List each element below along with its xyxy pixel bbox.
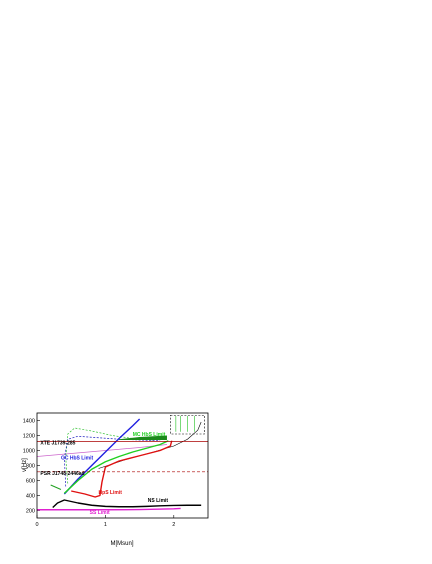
y-tick-label: 1000 xyxy=(23,449,35,455)
plot-frame xyxy=(36,412,209,519)
series-line xyxy=(63,418,141,495)
y-tick-label: 800 xyxy=(26,464,35,470)
annotation-label: PSR J1748-2446ad xyxy=(40,471,84,477)
series-label: HpS Limit xyxy=(99,490,123,496)
y-axis-label: ν[Hz] xyxy=(22,458,28,472)
extra-magenta-curve xyxy=(36,444,168,457)
green-filled-band xyxy=(119,435,167,440)
y-tick-label: 1200 xyxy=(23,434,35,440)
extra-green-segment xyxy=(50,484,62,490)
labels: NS Limit HpS Limit GC HbS Limit MC HbS Limi… xyxy=(40,432,168,516)
y-tick-label: 1400 xyxy=(23,419,35,425)
y-tick-label: 600 xyxy=(26,479,35,485)
y-tick-label: 400 xyxy=(26,494,35,500)
annotation-label: XTE J1739-285 xyxy=(40,441,75,447)
series-label: MC HbS Limit xyxy=(133,432,166,438)
y-tick-label: 200 xyxy=(26,509,35,515)
series-label: SS Limit xyxy=(90,510,110,516)
chart-decoration: 0 1 2 200 400 600 800 1000 1200 1400 xyxy=(23,414,205,528)
x-tick-label: 1 xyxy=(104,522,107,528)
reference-lines xyxy=(37,441,208,473)
series-label: NS Limit xyxy=(148,498,169,504)
series-line xyxy=(37,507,181,511)
series-label: GC HbS Limit xyxy=(61,456,94,462)
series-line xyxy=(71,440,173,498)
x-tick-label: 0 xyxy=(35,522,38,528)
x-axis-label: M[Msun] xyxy=(110,541,133,547)
x-tick-label: 2 xyxy=(172,522,175,528)
extra-black-curve xyxy=(98,421,202,469)
series-line xyxy=(52,499,202,509)
series-layer xyxy=(37,418,202,511)
inset-dashed-box xyxy=(170,414,205,435)
extra-green-dashed-curve xyxy=(65,427,154,484)
series-line xyxy=(63,440,169,494)
